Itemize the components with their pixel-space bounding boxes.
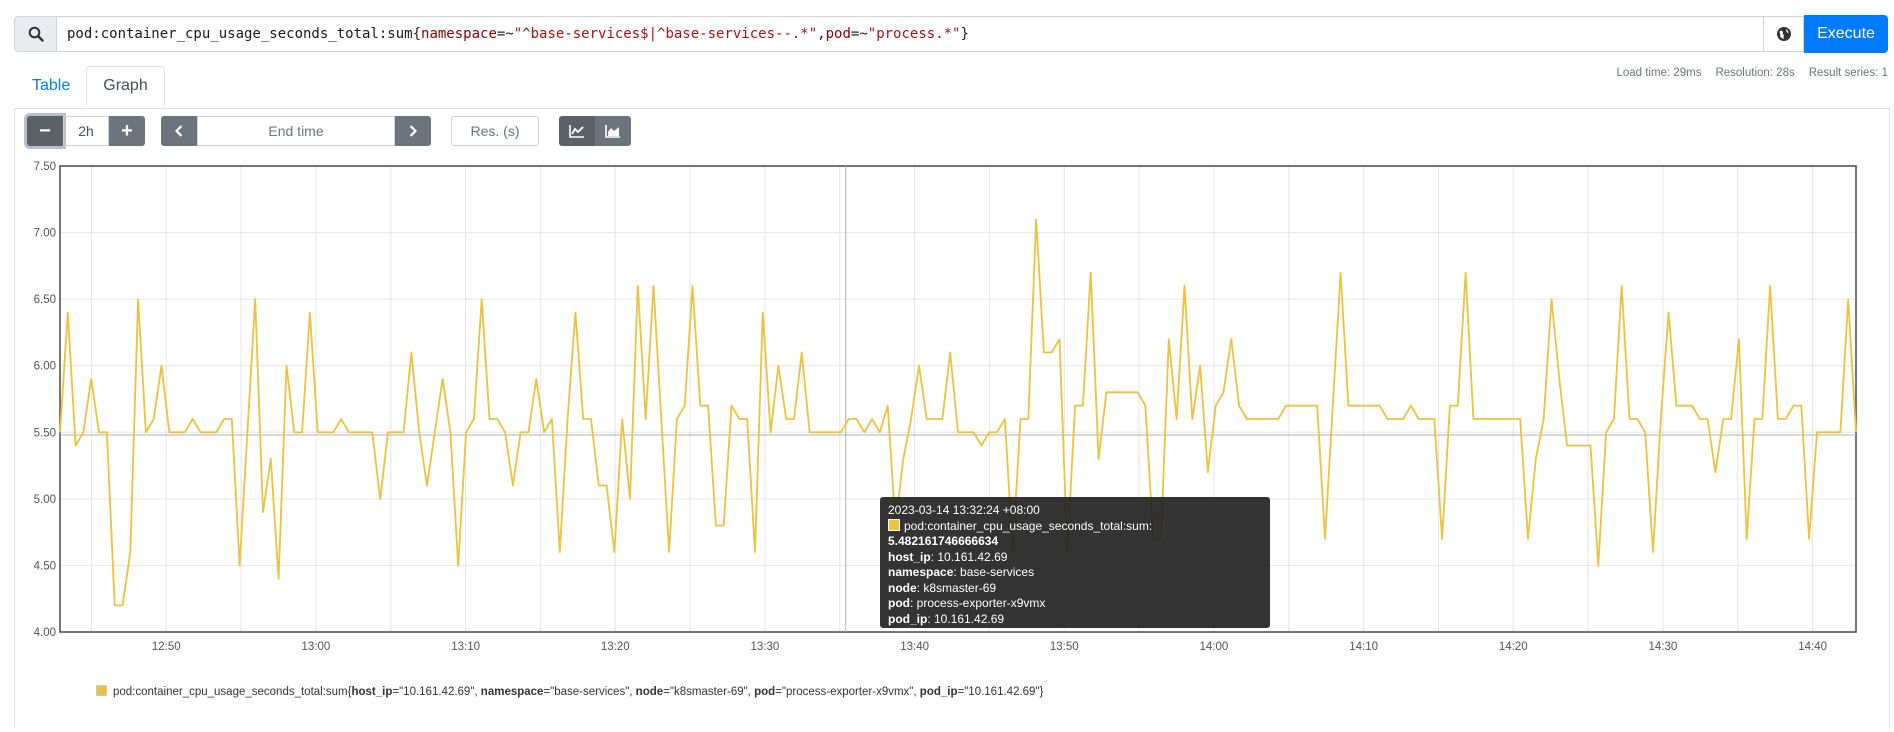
next-time-button[interactable] (395, 116, 431, 146)
query-value-pod: "process.*" (867, 26, 961, 42)
tooltip-label-value: process-exporter-x9vmx (916, 596, 1046, 610)
y-tick-label: 5.00 (34, 494, 56, 506)
tooltip-label-key: namespace (888, 565, 954, 579)
x-tick-label: 14:40 (1798, 641, 1827, 653)
y-tick-label: 7.00 (34, 228, 56, 240)
query-label-namespace: namespace (421, 26, 497, 42)
result-series: Result series: 1 (1808, 67, 1888, 79)
query-label-pod: pod (825, 26, 851, 42)
tooltip-label-row: host_ip: 10.161.42.69 (888, 549, 1008, 564)
x-tick-label: 14:30 (1649, 641, 1678, 653)
tab-graph[interactable]: Graph (86, 66, 165, 106)
query-value-namespace: "^base-services$|^base-services--.*" (513, 26, 818, 42)
query-bar: pod:container_cpu_usage_seconds_total:su… (14, 15, 1888, 53)
series-line (59, 218, 1857, 607)
legend-label-key: namespace (480, 686, 544, 698)
series-swatch (888, 518, 900, 531)
search-icon (14, 16, 56, 52)
legend-label-key: node (635, 686, 664, 698)
y-tick-label: 5.50 (34, 427, 56, 439)
x-tick-label: 13:10 (451, 641, 480, 653)
x-tick-label: 14:10 (1349, 641, 1378, 653)
previous-time-button[interactable] (161, 116, 197, 146)
chevron-left-icon (174, 125, 183, 137)
tooltip-label-key: host_ip (888, 549, 931, 564)
tooltip-label-row: pod: process-exporter-x9vmx (888, 596, 1046, 610)
legend-label-value: "base-services" (550, 686, 630, 698)
legend-label-value: "10.161.42.69" (964, 686, 1040, 698)
increase-range-button[interactable]: + (109, 116, 145, 146)
legend-label-key: host_ip (351, 686, 393, 698)
query-open-brace: { (412, 26, 422, 42)
expression-input[interactable]: pod:container_cpu_usage_seconds_total:su… (56, 16, 1764, 52)
tooltip-label-key: pod_ip (888, 611, 928, 626)
tooltip-label-value: 10.161.42.69 (934, 611, 1005, 626)
x-tick-label: 12:50 (152, 641, 181, 653)
x-tick-label: 14:00 (1200, 641, 1229, 653)
legend-swatch (96, 685, 107, 696)
y-tick-label: 4.00 (34, 627, 56, 639)
load-time: Load time: 29ms (1616, 67, 1702, 79)
query-op1: =~ (496, 26, 514, 42)
x-tick-label: 14:20 (1499, 641, 1528, 653)
y-tick-label: 7.50 (34, 161, 56, 173)
tooltip-series: pod:container_cpu_usage_seconds_total:su… (888, 518, 1262, 550)
query-metric: pod:container_cpu_usage_seconds_total:su… (67, 26, 413, 42)
tooltip-label-row: namespace: base-services (888, 565, 1035, 579)
end-time-input[interactable]: End time (197, 116, 395, 146)
tooltip-label-value: base-services (960, 565, 1035, 579)
resolution-input[interactable]: Res. (s) (451, 116, 539, 146)
x-tick-label: 13:00 (302, 641, 331, 653)
x-tick-label: 13:40 (900, 641, 929, 653)
execute-button[interactable]: Execute (1804, 15, 1888, 53)
query-stats: Load time: 29ms Resolution: 28s Result ser… (1602, 67, 1888, 79)
area-chart-icon (605, 125, 620, 138)
legend-label-value: "process-exporter-x9vmx" (781, 686, 914, 698)
view-tabs: Table Graph (16, 66, 165, 108)
decrease-range-button[interactable]: − (27, 116, 63, 146)
range-input[interactable]: 2h (63, 116, 109, 146)
line-chart-icon (569, 125, 584, 138)
query-close-brace: } (960, 26, 969, 42)
tooltip-label-row: node: k8smaster-69 (888, 580, 997, 595)
query-op2: =~ (850, 26, 868, 42)
hover-tooltip: 2023-03-14 13:32:24 +08:00 pod:container… (880, 497, 1270, 628)
x-tick-label: 13:30 (751, 641, 780, 653)
tooltip-label-value: 10.161.42.69 (937, 549, 1008, 564)
tooltip-time: 2023-03-14 13:32:24 +08:00 (888, 503, 1040, 517)
legend-label-value: "10.161.42.69" (399, 686, 475, 698)
tooltip-label-key: node (888, 580, 917, 595)
resolution: Resolution: 28s (1715, 67, 1795, 79)
tooltip-series-label: pod:container_cpu_usage_seconds_total:su… (904, 518, 1153, 533)
stacked-off-button[interactable] (559, 116, 595, 146)
y-tick-label: 4.50 (34, 560, 56, 572)
query-separator: , (817, 26, 826, 42)
tooltip-label-value: k8smaster-69 (923, 580, 997, 595)
legend-label-key: pod (754, 686, 776, 698)
metrics-explorer-globe-icon[interactable] (1764, 16, 1804, 52)
tooltip-label-row: pod_ip: 10.161.42.69 (888, 611, 1005, 626)
stacked-on-button[interactable] (595, 116, 631, 146)
x-tick-label: 13:20 (601, 641, 630, 653)
plot-frame (59, 165, 1857, 633)
graph-controls: − 2h + End time Res. (s) (27, 116, 631, 146)
graph-legend[interactable]: pod:container_cpu_usage_seconds_total:su… (96, 685, 1043, 698)
y-tick-label: 6.00 (34, 361, 56, 373)
chevron-right-icon (409, 125, 418, 137)
tooltip-label-key: pod (888, 596, 910, 610)
legend-label-value: "k8smaster-69" (669, 686, 748, 698)
y-tick-label: 6.50 (34, 294, 56, 306)
graph-panel (14, 108, 1890, 728)
tooltip-series-value: 5.482161746666634 (888, 534, 999, 548)
tab-table[interactable]: Table (32, 77, 71, 94)
legend-metric: pod:container_cpu_usage_seconds_total:su… (113, 686, 348, 698)
legend-label-key: pod_ip (919, 686, 958, 698)
x-tick-label: 13:50 (1050, 641, 1079, 653)
